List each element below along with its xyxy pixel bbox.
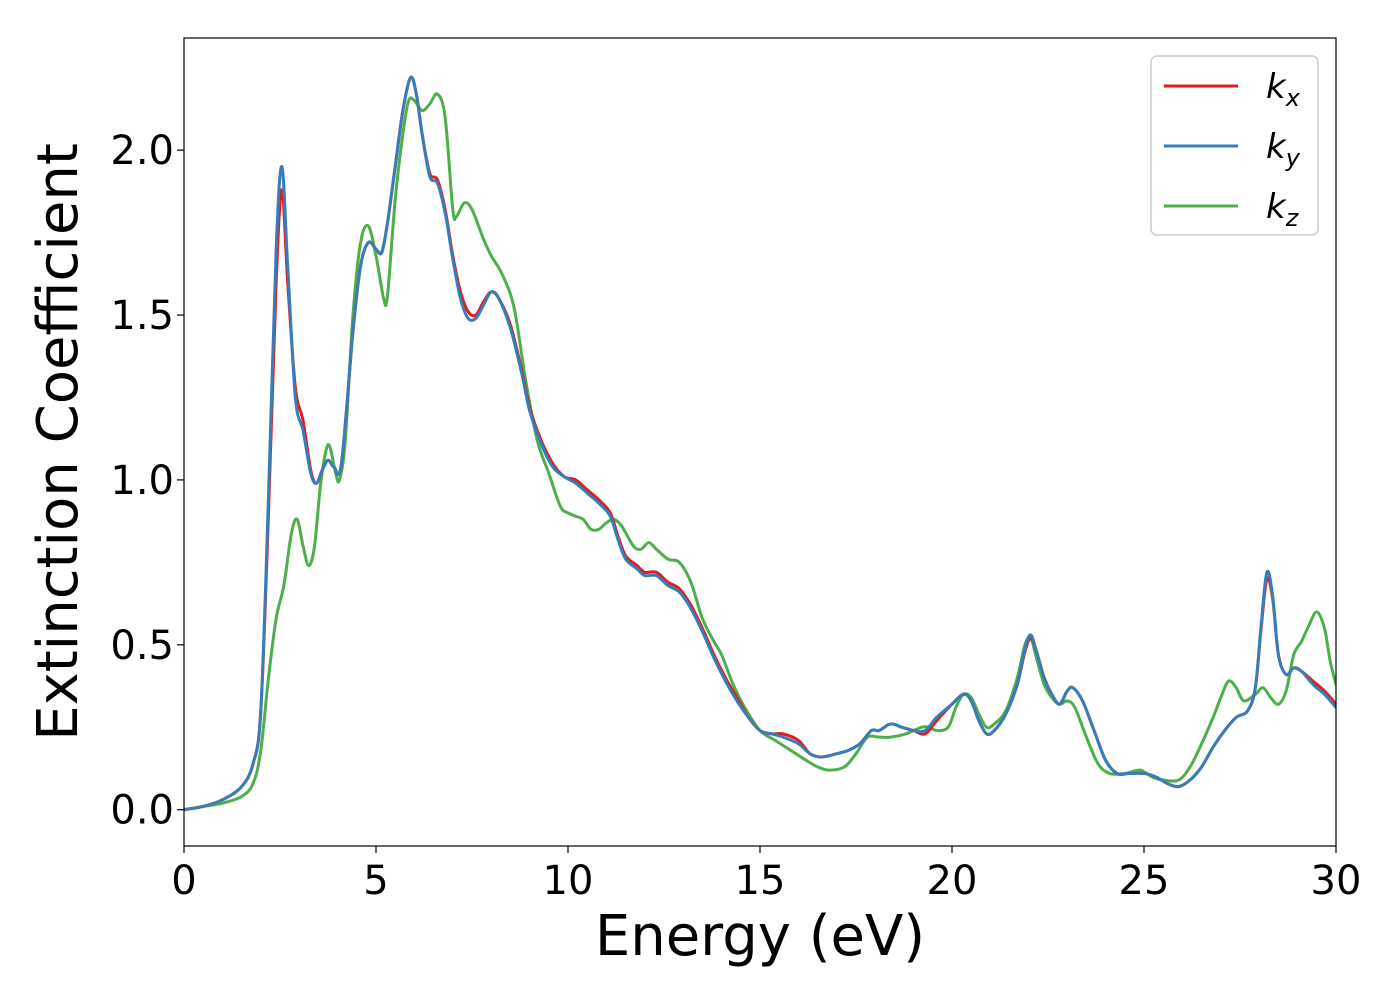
y-tick-label: 0.0 (110, 788, 174, 834)
x-tick-label: 20 (927, 858, 978, 904)
x-tick-label: 0 (171, 858, 196, 904)
legend-label-y: ky (1266, 127, 1301, 172)
x-axis-label: Energy (eV) (595, 904, 925, 969)
legend-label-base: k (1266, 127, 1287, 167)
x-tick-label: 25 (1119, 858, 1170, 904)
y-axis-label: Extinction Coefficient (26, 143, 91, 741)
y-tick-label: 2.0 (110, 128, 174, 174)
x-tick-label: 5 (363, 858, 388, 904)
x-axis: 0 5 10 15 20 25 30 (171, 846, 1361, 904)
legend-label-subscript: x (1285, 84, 1301, 112)
series-line-y (184, 75, 1336, 812)
y-tick-label: 1.5 (110, 293, 174, 339)
y-tick-label: 1.0 (110, 458, 174, 504)
x-tick-label: 10 (543, 858, 594, 904)
x-tick-label: 30 (1311, 858, 1362, 904)
legend-label-subscript: y (1285, 144, 1301, 172)
legend-label-subscript: z (1285, 204, 1300, 232)
legend-label-base: k (1266, 187, 1287, 227)
x-tick-label: 15 (735, 858, 786, 904)
legend-label-z: kz (1266, 187, 1300, 232)
legend-label-base: k (1266, 67, 1287, 107)
y-axis: 0.0 0.5 1.0 1.5 2.0 (110, 128, 184, 834)
y-tick-label: 0.5 (110, 623, 174, 669)
series-layer (184, 75, 1336, 812)
legend-label-x: kx (1266, 67, 1301, 112)
